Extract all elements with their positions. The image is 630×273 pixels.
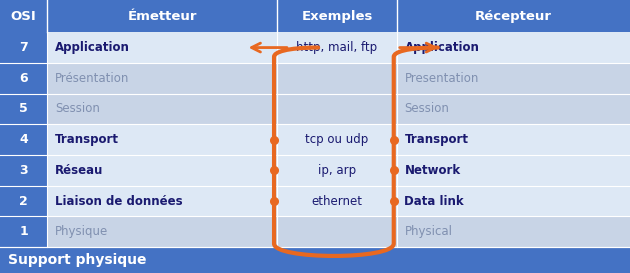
Bar	[0, 155, 47, 186]
Text: Support physique: Support physique	[8, 253, 146, 267]
Text: Émetteur: Émetteur	[127, 10, 197, 23]
Text: Réseau: Réseau	[55, 164, 103, 177]
Text: Application: Application	[55, 41, 130, 54]
Bar	[47, 155, 630, 186]
Bar	[0, 186, 47, 216]
Bar	[0, 63, 47, 94]
Text: Physique: Physique	[55, 225, 108, 238]
Text: Transport: Transport	[404, 133, 469, 146]
Bar	[0, 216, 47, 247]
Text: http, mail, ftp: http, mail, ftp	[297, 41, 377, 54]
Bar	[47, 94, 630, 124]
Text: tcp ou udp: tcp ou udp	[306, 133, 369, 146]
Text: 4: 4	[20, 133, 28, 146]
Bar	[0, 0, 630, 32]
Text: Session: Session	[404, 102, 449, 115]
Bar	[0, 247, 630, 273]
Text: 6: 6	[20, 72, 28, 85]
Text: Data link: Data link	[404, 195, 464, 207]
Text: Présentation: Présentation	[55, 72, 129, 85]
Bar	[0, 94, 47, 124]
Text: Liaison de données: Liaison de données	[55, 195, 183, 207]
Bar	[0, 32, 47, 63]
Text: Session: Session	[55, 102, 100, 115]
Text: 7: 7	[20, 41, 28, 54]
Text: 1: 1	[20, 225, 28, 238]
Text: 3: 3	[20, 164, 28, 177]
Text: ethernet: ethernet	[312, 195, 362, 207]
Text: Récepteur: Récepteur	[475, 10, 552, 23]
Text: ip, arp: ip, arp	[318, 164, 356, 177]
Text: Network: Network	[404, 164, 461, 177]
Text: Exemples: Exemples	[301, 10, 373, 23]
Bar	[47, 63, 630, 94]
Text: 2: 2	[20, 195, 28, 207]
Text: Presentation: Presentation	[404, 72, 479, 85]
Bar	[47, 186, 630, 216]
Bar	[0, 124, 47, 155]
Text: OSI: OSI	[11, 10, 37, 23]
Text: Application: Application	[404, 41, 479, 54]
Text: Transport: Transport	[55, 133, 119, 146]
Text: Physical: Physical	[404, 225, 452, 238]
Bar	[47, 124, 630, 155]
Bar	[47, 216, 630, 247]
Text: 5: 5	[20, 102, 28, 115]
Bar	[47, 32, 630, 63]
